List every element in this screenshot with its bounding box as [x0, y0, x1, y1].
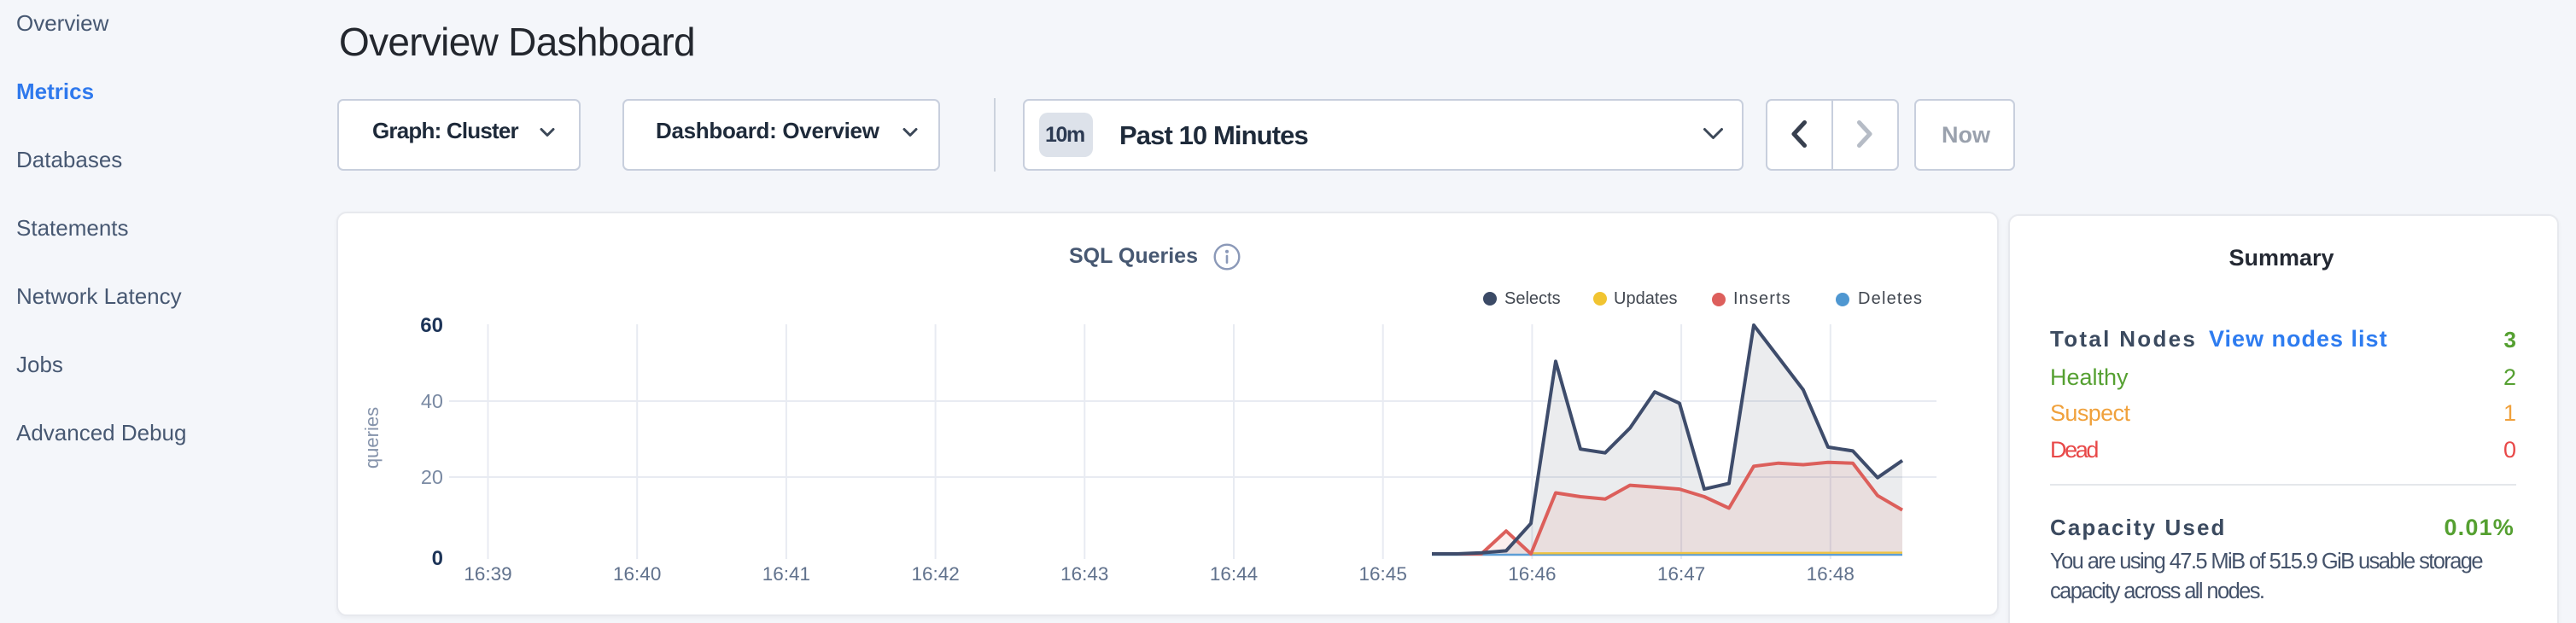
svg-text:16:46: 16:46 — [1508, 563, 1556, 585]
svg-text:16:41: 16:41 — [762, 563, 810, 585]
svg-text:20: 20 — [421, 466, 443, 488]
svg-text:16:42: 16:42 — [911, 563, 959, 585]
svg-text:16:44: 16:44 — [1210, 563, 1258, 585]
svg-text:16:45: 16:45 — [1359, 563, 1407, 585]
svg-text:16:47: 16:47 — [1657, 563, 1705, 585]
svg-text:40: 40 — [421, 390, 443, 412]
svg-text:queries: queries — [361, 407, 383, 469]
svg-text:16:40: 16:40 — [613, 563, 661, 585]
svg-text:16:48: 16:48 — [1807, 563, 1855, 585]
svg-text:16:43: 16:43 — [1060, 563, 1108, 585]
svg-text:16:39: 16:39 — [464, 563, 511, 585]
svg-text:60: 60 — [420, 314, 443, 337]
svg-text:0: 0 — [432, 547, 443, 570]
